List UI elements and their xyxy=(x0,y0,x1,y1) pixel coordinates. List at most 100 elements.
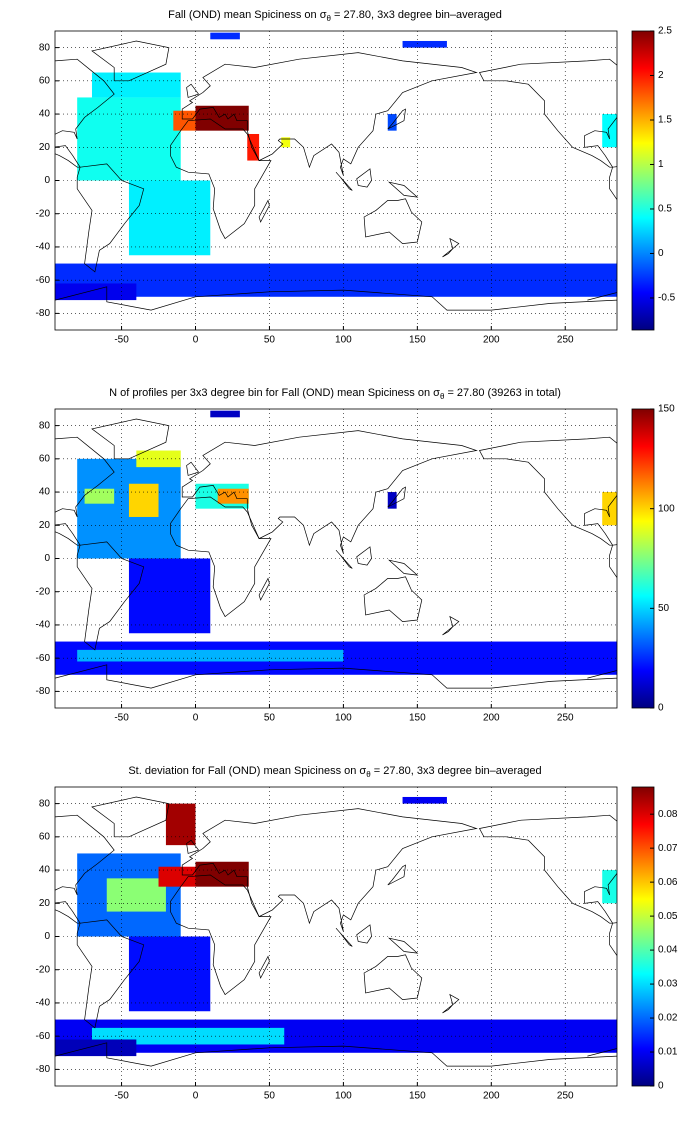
bin-patch xyxy=(281,137,291,148)
coastline xyxy=(387,864,406,886)
x-tick-label: 100 xyxy=(335,1091,352,1102)
y-tick-label: -60 xyxy=(36,653,51,664)
coastline xyxy=(609,166,617,265)
colorbar-tick-label: 0.5 xyxy=(658,204,672,215)
axes-frame xyxy=(54,786,618,1087)
coastline xyxy=(387,486,406,508)
bin-patch xyxy=(195,861,249,887)
colorbar xyxy=(631,786,655,1087)
x-tick-label: 0 xyxy=(193,1091,199,1102)
y-tick-label: -80 xyxy=(36,1064,51,1075)
map-panel: St. deviation for Fall (OND) mean Spicin… xyxy=(36,765,678,1102)
colorbar-tick-label: 100 xyxy=(658,503,675,514)
bin-patch xyxy=(55,1039,137,1057)
bin-patch xyxy=(128,936,211,1012)
colorbar-tick-label: 1 xyxy=(658,159,664,170)
bin-patch xyxy=(387,114,397,131)
coastline xyxy=(186,83,200,98)
colorbar-tick-label: 150 xyxy=(658,404,675,415)
colorbar-tick-label: 0.02 xyxy=(658,1013,678,1024)
axes-frame xyxy=(54,30,618,331)
coastline xyxy=(387,937,419,954)
y-tick-label: 20 xyxy=(39,142,51,153)
x-tick-label: -50 xyxy=(114,1091,129,1102)
coastline xyxy=(363,954,423,1000)
title-text: = 27.80, 3x3 degree bin–averaged xyxy=(331,9,502,21)
y-tick-label: -40 xyxy=(36,998,51,1009)
x-tick-label: 250 xyxy=(557,335,574,346)
y-tick-label: -80 xyxy=(36,308,51,319)
map-panel: Fall (OND) mean Spiciness on σθ = 27.80,… xyxy=(36,9,676,346)
y-tick-label: 40 xyxy=(39,109,51,120)
coastline xyxy=(91,418,170,460)
title-text: = 27.80 (39263 in total) xyxy=(444,387,561,399)
bin-patch xyxy=(217,488,249,504)
bin-patch xyxy=(91,1027,285,1045)
coastline xyxy=(91,40,170,82)
chart-title: N of profiles per 3x3 degree bin for Fal… xyxy=(109,387,561,401)
coastline xyxy=(258,955,270,979)
axes-frame xyxy=(54,408,618,709)
coastline xyxy=(186,839,200,854)
y-tick-label: 20 xyxy=(39,520,51,531)
coastline xyxy=(363,198,423,244)
coastline xyxy=(91,796,170,838)
bin-patch xyxy=(128,483,159,517)
coastline xyxy=(258,199,270,223)
coastline xyxy=(55,814,115,924)
colorbar-tick-label: 2 xyxy=(658,70,664,81)
x-tick-label: 0 xyxy=(193,713,199,724)
x-tick-label: 100 xyxy=(335,713,352,724)
coastline xyxy=(335,927,353,947)
y-tick-label: 0 xyxy=(44,553,50,564)
y-tick-label: -60 xyxy=(36,1031,51,1042)
coastline xyxy=(442,626,454,636)
colorbar-tick-label: 0.03 xyxy=(658,979,678,990)
coastline xyxy=(356,546,372,566)
x-tick-label: -50 xyxy=(114,335,129,346)
coastline xyxy=(55,58,115,168)
bin-patch xyxy=(165,803,196,846)
coastline xyxy=(55,436,115,546)
bin-patch xyxy=(602,492,617,526)
coastline xyxy=(442,1004,454,1014)
bin-patch xyxy=(602,870,617,904)
y-tick-label: -80 xyxy=(36,686,51,697)
colorbar-tick-label: 0 xyxy=(658,1081,664,1092)
y-tick-label: 60 xyxy=(39,453,51,464)
bin-patch xyxy=(106,878,166,912)
title-subscript: θ xyxy=(327,14,332,23)
coastline xyxy=(335,549,353,569)
colorbar-tick-label: 0.06 xyxy=(658,877,678,888)
bin-patch xyxy=(210,410,240,418)
colorbar xyxy=(631,408,655,709)
coastline xyxy=(478,814,617,924)
coastline xyxy=(55,286,617,311)
coastline xyxy=(363,576,423,622)
x-tick-label: 50 xyxy=(264,1091,276,1102)
y-tick-label: 80 xyxy=(39,420,51,431)
plot-area xyxy=(55,410,617,689)
coastline xyxy=(387,108,406,130)
coastline xyxy=(478,436,617,546)
bin-patch xyxy=(173,110,196,131)
coastline xyxy=(170,874,272,996)
y-tick-label: -20 xyxy=(36,586,51,597)
x-tick-label: 50 xyxy=(264,335,276,346)
bin-patch xyxy=(128,180,211,256)
coastline xyxy=(478,58,617,168)
bin-patch xyxy=(602,114,617,148)
colorbar-tick-label: 0 xyxy=(658,703,664,714)
x-tick-label: 150 xyxy=(409,335,426,346)
colorbar-tick-label: 0 xyxy=(658,248,664,259)
coastline xyxy=(76,919,145,1029)
coastline xyxy=(449,993,460,1006)
y-tick-label: 0 xyxy=(44,175,50,186)
y-tick-label: 20 xyxy=(39,898,51,909)
bin-patch xyxy=(128,558,211,634)
x-tick-label: 50 xyxy=(264,713,276,724)
coastline xyxy=(449,615,460,628)
coastline xyxy=(186,461,200,476)
